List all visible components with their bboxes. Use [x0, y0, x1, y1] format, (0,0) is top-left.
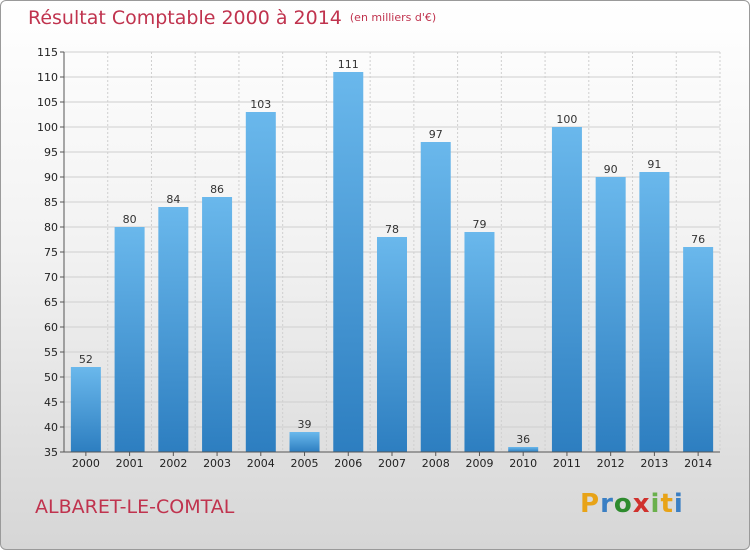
y-tick-label: 95 [44, 146, 58, 159]
data-label: 36 [516, 433, 530, 446]
logo-letter: i [650, 489, 661, 519]
x-tick-label: 2011 [553, 457, 581, 470]
y-tick-label: 85 [44, 196, 58, 209]
bar [683, 247, 714, 452]
bar [202, 197, 233, 452]
y-tick-label: 90 [44, 171, 58, 184]
data-label: 97 [429, 128, 443, 141]
x-tick-label: 2002 [159, 457, 187, 470]
chart-unit: (en milliers d'€) [349, 11, 437, 24]
x-tick-label: 2000 [72, 457, 100, 470]
x-tick-label: 2010 [509, 457, 537, 470]
y-tick-label: 50 [44, 371, 58, 384]
x-tick-label: 2001 [116, 457, 144, 470]
bar [114, 227, 145, 452]
x-tick-label: 2004 [247, 457, 275, 470]
x-tick-label: 2012 [597, 457, 625, 470]
x-tick-label: 2009 [465, 457, 493, 470]
bar [377, 237, 407, 452]
bar [158, 207, 189, 452]
x-tick-label: 2013 [640, 457, 668, 470]
x-tick-label: 2005 [291, 457, 319, 470]
x-tick-label: 2007 [378, 457, 406, 470]
axes: 35 40 45 50 55 60 65 70 75 80 85 90 95 100 105 110 115 20… [37, 46, 720, 470]
bar [70, 367, 101, 452]
bar [289, 432, 320, 452]
logo-letter: i [673, 489, 684, 519]
bar [245, 112, 276, 452]
data-label: 84 [166, 193, 180, 206]
y-tick-label: 75 [44, 246, 58, 259]
bar [508, 447, 539, 452]
data-label: 76 [691, 233, 705, 246]
data-label: 103 [250, 98, 271, 111]
data-label: 91 [647, 158, 661, 171]
x-tick-label: 2003 [203, 457, 231, 470]
y-tick-label: 70 [44, 271, 58, 284]
data-label: 111 [338, 58, 359, 71]
logo-letter: t [660, 489, 674, 519]
bar [464, 232, 495, 452]
bar [551, 127, 582, 452]
x-tick-label: 2006 [334, 457, 362, 470]
logo-letter: o [613, 489, 633, 519]
chart-title-text: Résultat Comptable 2000 à 2014 [28, 7, 342, 29]
y-tick-label: 45 [44, 396, 58, 409]
data-label: 86 [210, 183, 224, 196]
logo-letter: P [580, 489, 601, 519]
y-tick-label: 65 [44, 296, 58, 309]
commune-name: ALBARET-LE-COMTAL [35, 496, 235, 518]
y-tick-label: 115 [37, 46, 58, 59]
bar [595, 177, 626, 452]
y-tick-label: 105 [37, 96, 58, 109]
data-label: 78 [385, 223, 399, 236]
y-tick-label: 60 [44, 321, 58, 334]
y-tick-label: 55 [44, 346, 58, 359]
data-label: 39 [298, 418, 312, 431]
y-tick-label: 100 [37, 121, 58, 134]
x-tick-label: 2008 [422, 457, 450, 470]
y-tick-label: 80 [44, 221, 58, 234]
data-label: 52 [79, 353, 93, 366]
data-label: 100 [556, 113, 577, 126]
bar [639, 172, 670, 452]
x-tick-label: 2014 [684, 457, 712, 470]
y-tick-label: 35 [44, 446, 58, 459]
proxiti-logo: Proxiti [580, 489, 684, 519]
data-label: 79 [472, 218, 486, 231]
y-tick-label: 40 [44, 421, 58, 434]
logo-letter: r [600, 489, 614, 519]
bar [333, 72, 364, 452]
data-label: 90 [604, 163, 618, 176]
y-tick-label: 110 [37, 71, 58, 84]
bar [420, 142, 451, 452]
logo-letter: x [632, 489, 651, 519]
data-label: 80 [123, 213, 137, 226]
bars: 52 80 84 86 103 39 111 78 97 79 36 100 90 91 76 [70, 58, 714, 452]
chart-title: Résultat Comptable 2000 à 2014 (en millie… [28, 7, 436, 29]
